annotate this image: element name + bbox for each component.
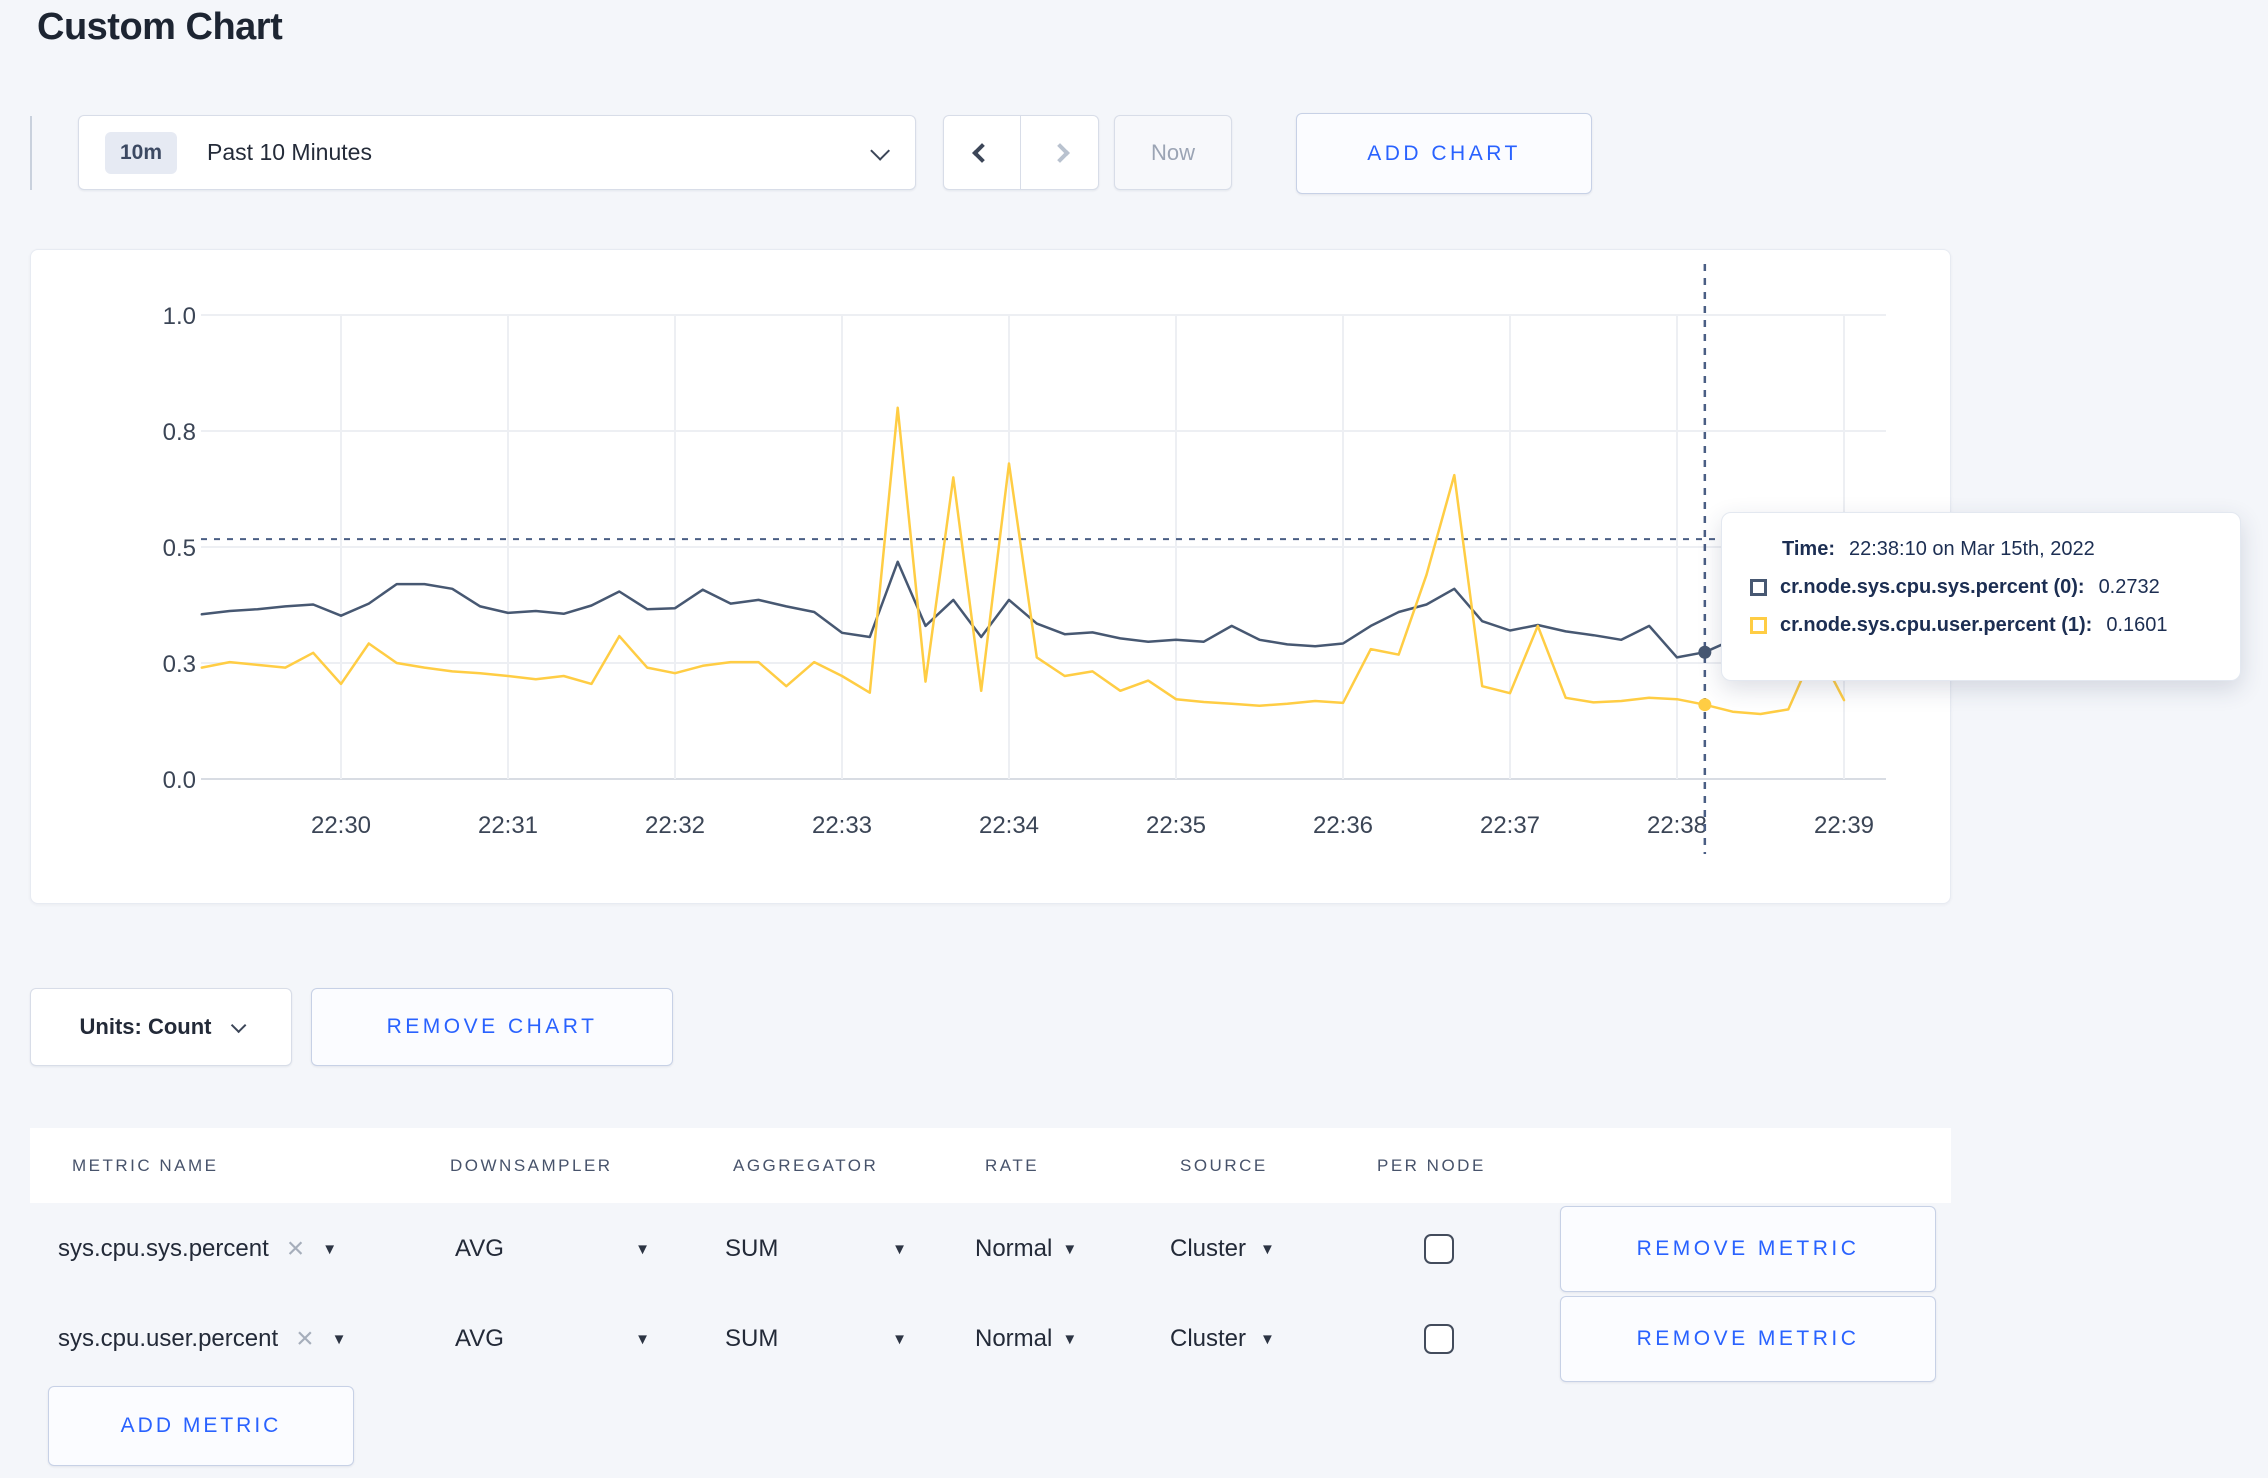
units-label: Units: Count — [79, 1014, 212, 1039]
svg-text:0.8: 0.8 — [163, 419, 196, 446]
metric-name-select[interactable]: sys.cpu.user.percent × ▼ — [58, 1296, 347, 1382]
chart-card[interactable]: 1.0 0.8 0.5 0.3 0.0 22:30 22:31 22:32 22:33 22:34… — [30, 249, 1951, 904]
caret-down-icon: ▼ — [635, 1330, 650, 1348]
col-header-aggregator: AGGREGATOR — [733, 1156, 879, 1175]
tooltip-time-label: Time: — [1782, 538, 1835, 560]
tooltip-series-0-name: cr.node.sys.cpu.sys.percent (0): — [1780, 576, 2085, 598]
aggregator-select[interactable]: SUM ▼ — [725, 1206, 907, 1292]
caret-down-icon: ▼ — [892, 1330, 907, 1348]
col-header-source: SOURCE — [1180, 1156, 1268, 1175]
col-header-downsampler: DOWNSAMPLER — [450, 1156, 613, 1175]
svg-text:22:30: 22:30 — [311, 812, 371, 839]
close-icon[interactable]: × — [296, 1322, 314, 1355]
rate-select[interactable]: Normal ▼ — [975, 1296, 1077, 1382]
next-time-button[interactable] — [1021, 116, 1098, 189]
chevron-down-icon — [231, 1017, 247, 1033]
metric-name-select[interactable]: sys.cpu.sys.percent × ▼ — [58, 1206, 337, 1292]
svg-text:1.0: 1.0 — [163, 303, 196, 330]
time-pager — [943, 115, 1099, 190]
line-chart[interactable]: 1.0 0.8 0.5 0.3 0.0 22:30 22:31 22:32 22:33 22:34… — [31, 250, 1950, 903]
downsampler-select[interactable]: AVG ▼ — [455, 1296, 650, 1382]
svg-text:22:37: 22:37 — [1480, 812, 1540, 839]
svg-text:22:32: 22:32 — [645, 812, 705, 839]
add-chart-button[interactable]: ADD CHART — [1296, 113, 1592, 194]
units-select[interactable]: Units: Count — [30, 988, 292, 1066]
svg-text:0.0: 0.0 — [163, 767, 196, 794]
metrics-table-header: METRIC NAME DOWNSAMPLER AGGREGATOR RATE … — [30, 1128, 1951, 1203]
caret-down-icon: ▼ — [322, 1240, 338, 1258]
tooltip-time-value: 22:38:10 on Mar 15th, 2022 — [1848, 538, 2095, 560]
aggregator-value: SUM — [725, 1325, 779, 1352]
chevron-down-icon — [870, 140, 891, 161]
now-button[interactable]: Now — [1114, 115, 1232, 190]
caret-down-icon: ▼ — [892, 1240, 907, 1258]
aggregator-value: SUM — [725, 1235, 779, 1262]
toolbar-left-rule — [30, 116, 32, 190]
chevron-left-icon — [972, 142, 992, 163]
downsampler-value: AVG — [455, 1325, 504, 1352]
rate-value: Normal — [975, 1325, 1053, 1352]
remove-metric-button[interactable]: REMOVE METRIC — [1560, 1296, 1936, 1382]
prev-time-button[interactable] — [944, 116, 1021, 189]
chevron-right-icon — [1049, 142, 1070, 163]
remove-chart-button[interactable]: REMOVE CHART — [311, 988, 673, 1066]
source-select[interactable]: Cluster ▼ — [1170, 1206, 1275, 1292]
add-metric-button[interactable]: ADD METRIC — [48, 1386, 354, 1466]
rate-select[interactable]: Normal ▼ — [975, 1206, 1077, 1292]
metric-name-value: sys.cpu.sys.percent — [58, 1235, 269, 1262]
per-node-checkbox[interactable] — [1424, 1234, 1454, 1264]
caret-down-icon: ▼ — [1260, 1330, 1275, 1348]
downsampler-value: AVG — [455, 1235, 504, 1262]
col-header-per-node: PER NODE — [1377, 1156, 1486, 1175]
time-range-label: Past 10 Minutes — [207, 139, 372, 165]
source-value: Cluster — [1170, 1325, 1247, 1352]
page-title: Custom Chart — [37, 6, 283, 48]
svg-text:22:35: 22:35 — [1146, 812, 1206, 839]
caret-down-icon: ▼ — [1062, 1240, 1078, 1258]
col-header-metric-name: METRIC NAME — [72, 1156, 219, 1175]
close-icon[interactable]: × — [286, 1232, 305, 1265]
series-1-swatch-icon — [1750, 617, 1767, 634]
tooltip-series-0-value: 0.2732 — [2098, 576, 2160, 598]
chart-tooltip: Time: 22:38:10 on Mar 15th, 2022 cr.node… — [1721, 512, 2241, 681]
downsampler-select[interactable]: AVG ▼ — [455, 1206, 650, 1292]
caret-down-icon: ▼ — [331, 1330, 347, 1348]
source-value: Cluster — [1170, 1235, 1247, 1262]
per-node-checkbox[interactable] — [1424, 1324, 1454, 1354]
caret-down-icon: ▼ — [1260, 1240, 1275, 1258]
svg-text:22:33: 22:33 — [812, 812, 872, 839]
metric-name-value: sys.cpu.user.percent — [58, 1325, 279, 1352]
svg-text:0.5: 0.5 — [163, 535, 196, 562]
table-row: sys.cpu.user.percent × ▼ AVG ▼ SUM ▼ Nor… — [30, 1296, 1951, 1382]
svg-text:0.3: 0.3 — [163, 651, 196, 678]
remove-metric-button[interactable]: REMOVE METRIC — [1560, 1206, 1936, 1292]
svg-text:22:36: 22:36 — [1313, 812, 1373, 839]
tooltip-series-1-name: cr.node.sys.cpu.user.percent (1): — [1780, 614, 2093, 636]
source-select[interactable]: Cluster ▼ — [1170, 1296, 1275, 1382]
caret-down-icon: ▼ — [635, 1240, 650, 1258]
caret-down-icon: ▼ — [1062, 1330, 1078, 1348]
table-row: sys.cpu.sys.percent × ▼ AVG ▼ SUM ▼ Norm… — [30, 1206, 1951, 1292]
time-range-badge: 10m — [105, 131, 178, 174]
time-range-select[interactable]: 10m Past 10 Minutes — [78, 115, 916, 190]
svg-text:22:34: 22:34 — [979, 812, 1039, 839]
svg-text:22:38: 22:38 — [1647, 812, 1707, 839]
col-header-rate: RATE — [985, 1156, 1040, 1175]
series-0-swatch-icon — [1750, 579, 1767, 596]
aggregator-select[interactable]: SUM ▼ — [725, 1296, 907, 1382]
svg-text:22:39: 22:39 — [1814, 812, 1874, 839]
rate-value: Normal — [975, 1235, 1053, 1262]
tooltip-series-1-value: 0.1601 — [2106, 614, 2168, 636]
svg-text:22:31: 22:31 — [478, 812, 538, 839]
